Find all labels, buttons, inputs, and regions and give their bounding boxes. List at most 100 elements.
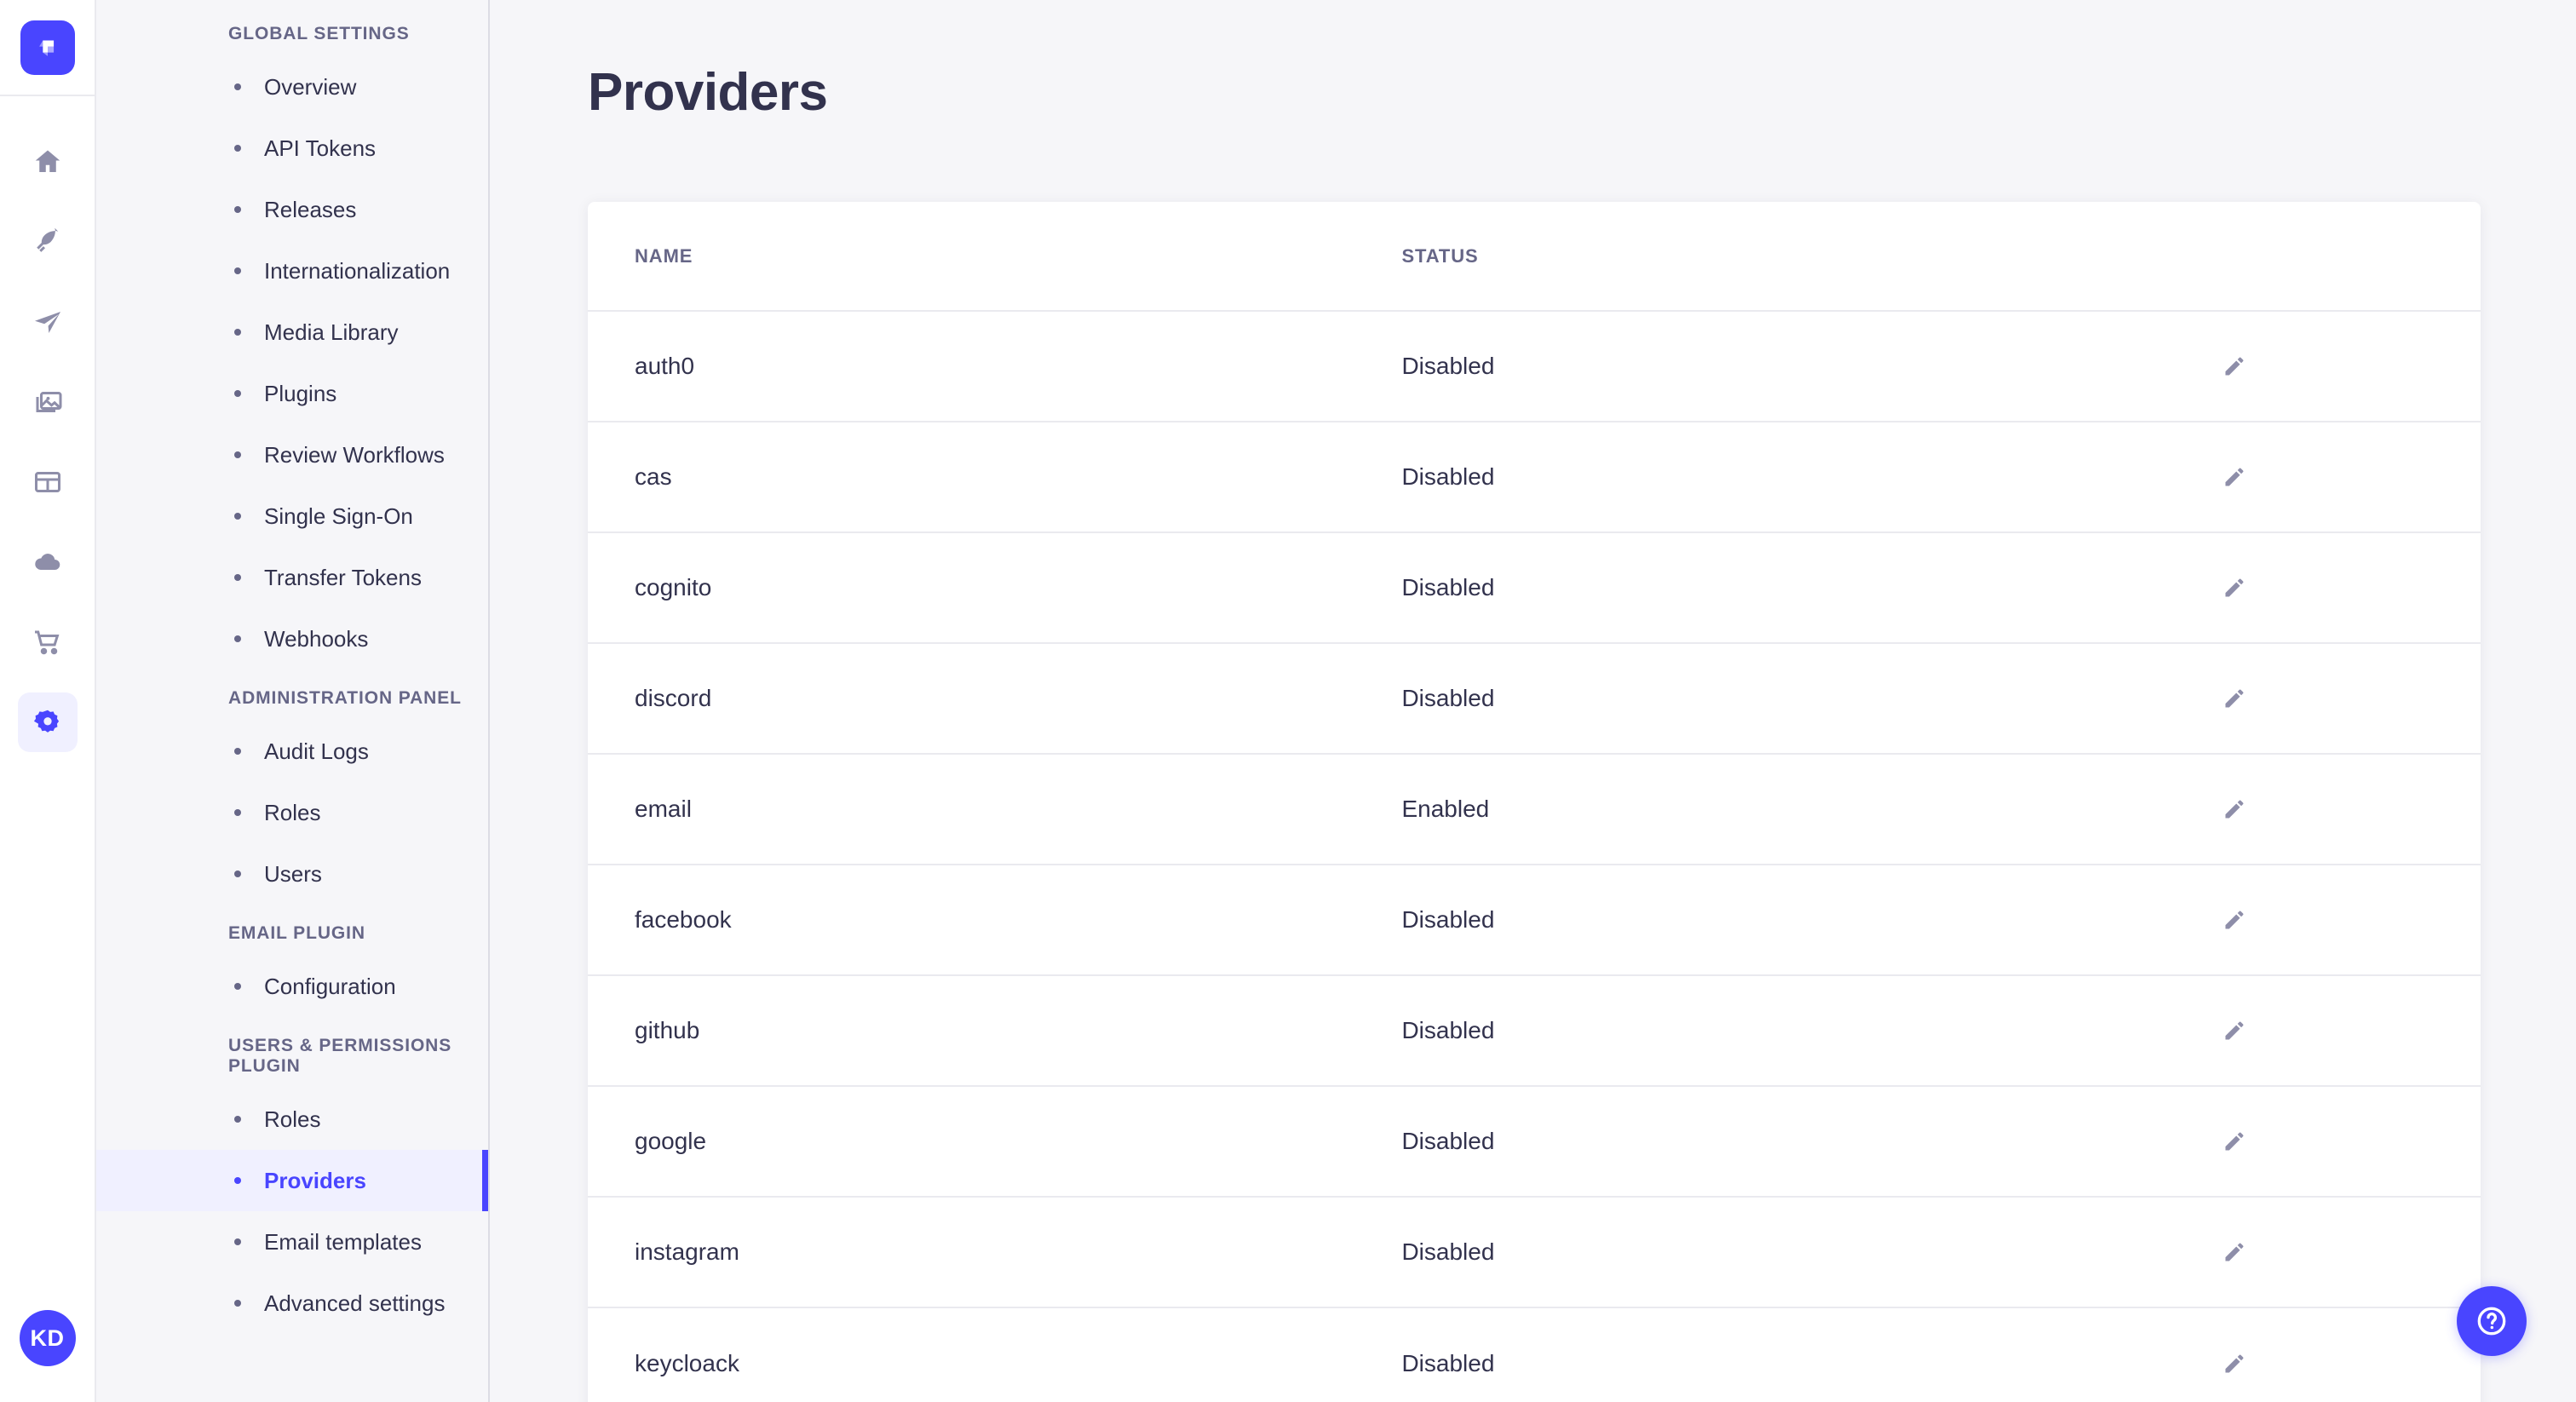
pencil-icon xyxy=(2222,1240,2246,1264)
question-mark-circle-icon xyxy=(2474,1303,2510,1339)
status-badge: Disabled xyxy=(1401,531,2216,644)
bullet-icon xyxy=(234,871,241,877)
sidebar-item-admin-users[interactable]: Users xyxy=(96,843,488,905)
sidebar-item-label: Users xyxy=(264,860,322,887)
pencil-icon xyxy=(2222,354,2246,378)
edit-provider-button[interactable] xyxy=(2216,680,2253,717)
pencil-icon xyxy=(2222,687,2246,710)
status-badge: Disabled xyxy=(1401,421,2216,533)
bullet-icon xyxy=(234,329,241,336)
sidebar-item-transfer-tokens[interactable]: Transfer Tokens xyxy=(96,547,488,608)
edit-provider-button[interactable] xyxy=(2216,1123,2253,1160)
rail-item-home[interactable] xyxy=(18,132,78,192)
table-row[interactable]: google Disabled xyxy=(588,1085,2481,1198)
sidebar-item-overview[interactable]: Overview xyxy=(96,56,488,118)
edit-provider-button[interactable] xyxy=(2216,569,2253,606)
sidebar-item-label: Review Workflows xyxy=(264,441,445,468)
edit-provider-button[interactable] xyxy=(2216,1233,2253,1271)
brand-logo-container[interactable] xyxy=(0,0,95,96)
layout-icon xyxy=(32,467,63,497)
bullet-icon xyxy=(234,1177,241,1184)
sidebar-item-label: Single Sign-On xyxy=(264,503,413,529)
sidebar-item-admin-roles[interactable]: Roles xyxy=(96,782,488,843)
column-header-status: STATUS xyxy=(1401,244,1479,267)
nav-section-global-settings: GLOBAL SETTINGS Overview API Tokens Rele… xyxy=(96,24,488,669)
table-row[interactable]: discord Disabled xyxy=(588,642,2481,755)
rail-item-settings[interactable] xyxy=(17,692,78,752)
edit-provider-button[interactable] xyxy=(2216,901,2253,939)
sidebar-item-email-templates[interactable]: Email templates xyxy=(96,1211,488,1273)
sidebar-item-label: Audit Logs xyxy=(264,738,369,764)
table-row[interactable]: facebook Disabled xyxy=(588,864,2481,976)
bullet-icon xyxy=(234,390,241,397)
sidebar-item-webhooks[interactable]: Webhooks xyxy=(96,608,488,669)
rail-item-content-type-builder[interactable] xyxy=(18,292,78,352)
table-row[interactable]: auth0 Disabled xyxy=(588,310,2481,422)
table-row[interactable]: cognito Disabled xyxy=(588,531,2481,644)
table-row[interactable]: instagram Disabled xyxy=(588,1196,2481,1308)
user-avatar-container[interactable]: KD xyxy=(0,1310,95,1366)
status-badge: Disabled xyxy=(1401,310,2216,422)
edit-provider-button[interactable] xyxy=(2216,348,2253,385)
sidebar-item-label: Webhooks xyxy=(264,625,369,652)
rail-item-content-manager[interactable] xyxy=(18,212,78,272)
nav-section-email-plugin: EMAIL PLUGIN Configuration xyxy=(96,923,488,1017)
rail-item-layout[interactable] xyxy=(18,452,78,512)
table-header: NAME STATUS xyxy=(588,202,2481,311)
nav-section-title: ADMINISTRATION PANEL xyxy=(228,688,462,708)
paper-plane-icon xyxy=(32,307,63,337)
column-header-name: NAME xyxy=(635,244,693,267)
table-row[interactable]: cas Disabled xyxy=(588,421,2481,533)
rail-item-marketplace[interactable] xyxy=(18,612,78,672)
main-content: Providers NAME STATUS auth0 Disabled xyxy=(490,0,2576,1402)
sidebar-item-single-sign-on[interactable]: Single Sign-On xyxy=(96,486,488,547)
home-icon xyxy=(32,147,63,177)
table-row[interactable]: github Disabled xyxy=(588,974,2481,1087)
sidebar-item-audit-logs[interactable]: Audit Logs xyxy=(96,721,488,782)
sidebar-item-internationalization[interactable]: Internationalization xyxy=(96,240,488,302)
provider-name: cognito xyxy=(588,531,1402,644)
sidebar-item-review-workflows[interactable]: Review Workflows xyxy=(96,424,488,486)
edit-provider-button[interactable] xyxy=(2216,1012,2253,1049)
nav-section-title: GLOBAL SETTINGS xyxy=(228,24,410,43)
sidebar-item-api-tokens[interactable]: API Tokens xyxy=(96,118,488,179)
sidebar-item-label: Releases xyxy=(264,196,357,222)
sidebar-item-up-roles[interactable]: Roles xyxy=(96,1089,488,1150)
sidebar-item-advanced-settings[interactable]: Advanced settings xyxy=(96,1273,488,1334)
table-row[interactable]: email Enabled xyxy=(588,753,2481,865)
bullet-icon xyxy=(234,635,241,642)
table-row[interactable]: keycloack Disabled xyxy=(588,1307,2481,1402)
rail-item-cloud[interactable] xyxy=(18,532,78,592)
shopping-cart-icon xyxy=(32,627,63,658)
sidebar-item-label: Providers xyxy=(264,1167,366,1193)
sidebar-item-media-library[interactable]: Media Library xyxy=(96,302,488,363)
column-header-actions xyxy=(2216,202,2481,311)
nav-section-administration-panel: ADMINISTRATION PANEL Audit Logs Roles Us… xyxy=(96,688,488,905)
sidebar-item-plugins[interactable]: Plugins xyxy=(96,363,488,424)
help-button[interactable] xyxy=(2457,1286,2527,1356)
sidebar-item-providers[interactable]: Providers xyxy=(96,1150,488,1211)
edit-provider-button[interactable] xyxy=(2216,1345,2253,1382)
edit-provider-button[interactable] xyxy=(2216,790,2253,828)
provider-name: instagram xyxy=(588,1196,1402,1308)
sidebar-item-label: Transfer Tokens xyxy=(264,564,422,590)
pencil-icon xyxy=(2222,1019,2246,1043)
sidebar-item-email-configuration[interactable]: Configuration xyxy=(96,956,488,1017)
sidebar-item-releases[interactable]: Releases xyxy=(96,179,488,240)
edit-provider-button[interactable] xyxy=(2216,458,2253,496)
bullet-icon xyxy=(234,83,241,90)
providers-table-card: NAME STATUS auth0 Disabled xyxy=(588,202,2481,1402)
pencil-icon xyxy=(2222,797,2246,821)
rail-item-media-library[interactable] xyxy=(18,372,78,432)
sidebar-item-label: Email templates xyxy=(264,1228,422,1255)
strapi-logo-icon[interactable] xyxy=(20,20,75,75)
provider-name: discord xyxy=(588,642,1402,755)
provider-name: github xyxy=(588,974,1402,1087)
nav-section-users-permissions-plugin: USERS & PERMISSIONS PLUGIN Roles Provide… xyxy=(96,1036,488,1334)
table-body: auth0 Disabled cas Disabled xyxy=(588,310,2481,1402)
bullet-icon xyxy=(234,206,241,213)
bullet-icon xyxy=(234,145,241,152)
sidebar-item-label: Plugins xyxy=(264,380,337,406)
avatar[interactable]: KD xyxy=(19,1310,76,1366)
